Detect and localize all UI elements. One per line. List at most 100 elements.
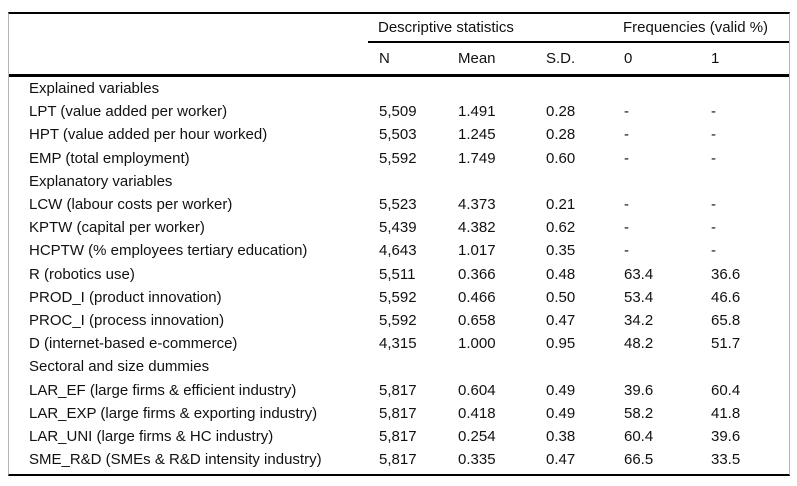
freq0-value: 34.2 (624, 311, 654, 329)
freq1-value: 36.6 (711, 265, 741, 283)
freq1-value: 39.6 (711, 427, 741, 445)
freq0-value: - (624, 196, 629, 214)
n-value: 5,439 (379, 219, 417, 237)
n-value: 5,817 (379, 451, 417, 469)
column-header-freq0: 0 (624, 50, 633, 67)
sd-value: 0.95 (546, 335, 576, 353)
variable-label: LCW (labour costs per worker) (29, 196, 233, 214)
table-row: R (robotics use) 5,511 0.366 0.48 63.4 3… (9, 263, 789, 286)
sd-value: 0.35 (546, 242, 576, 260)
mean-value: 0.658 (458, 311, 496, 329)
sd-value: 0.21 (546, 196, 576, 214)
group-header-descriptive-statistics: Descriptive statistics (378, 19, 514, 36)
mean-value: 1.749 (458, 149, 496, 167)
mean-value: 1.000 (458, 335, 496, 353)
section-header-label: Explained variables (29, 80, 160, 98)
table-row: LAR_UNI (large firms & HC industry) 5,81… (9, 425, 789, 448)
freq1-value: 33.5 (711, 451, 741, 469)
n-value: 5,592 (379, 149, 417, 167)
n-value: 5,503 (379, 126, 417, 144)
section-header-row: Explanatory variables (9, 170, 789, 193)
table-row: PROD_I (product innovation) 5,592 0.466 … (9, 286, 789, 309)
column-header-freq1: 1 (711, 50, 720, 67)
freq1-value: 51.7 (711, 335, 741, 353)
group-header-frequencies: Frequencies (valid %) (623, 19, 769, 36)
freq1-value: - (711, 149, 716, 167)
variable-label: D (internet-based e-commerce) (29, 335, 238, 353)
column-header-row: N Mean S.D. 0 1 (9, 43, 789, 77)
freq1-value: - (711, 219, 716, 237)
mean-value: 0.254 (458, 427, 496, 445)
freq1-value: - (711, 126, 716, 144)
table-body: Explained variables LPT (value added per… (9, 77, 789, 474)
variable-label: KPTW (capital per worker) (29, 219, 205, 237)
n-value: 5,817 (379, 427, 417, 445)
freq0-value: 58.2 (624, 404, 654, 422)
table-row: LPT (value added per worker) 5,509 1.491… (9, 100, 789, 123)
table-row: D (internet-based e-commerce) 4,315 1.00… (9, 332, 789, 355)
variable-label: PROC_I (process innovation) (29, 311, 225, 329)
group-header-spacer (9, 14, 368, 43)
variable-label: EMP (total employment) (29, 149, 190, 167)
freq1-value: - (711, 242, 716, 260)
group-header-row: Descriptive statistics Frequencies (vali… (9, 14, 789, 43)
sd-value: 0.47 (546, 451, 576, 469)
n-value: 5,817 (379, 404, 417, 422)
n-value: 5,509 (379, 103, 417, 121)
mean-value: 1.017 (458, 242, 496, 260)
table-row: HCPTW (% employees tertiary education) 4… (9, 239, 789, 262)
table-row: LAR_EXP (large firms & exporting industr… (9, 402, 789, 425)
variable-label: LAR_EXP (large firms & exporting industr… (29, 404, 318, 422)
column-header-sd: S.D. (546, 50, 576, 67)
mean-value: 1.245 (458, 126, 496, 144)
sd-value: 0.60 (546, 149, 576, 167)
mean-value: 4.373 (458, 196, 496, 214)
section-header-row: Sectoral and size dummies (9, 355, 789, 378)
freq0-value: 48.2 (624, 335, 654, 353)
sd-value: 0.49 (546, 404, 576, 422)
freq0-value: - (624, 149, 629, 167)
variable-label: LAR_EF (large firms & efficient industry… (29, 381, 297, 399)
sd-value: 0.28 (546, 103, 576, 121)
freq1-value: 41.8 (711, 404, 741, 422)
mean-value: 1.491 (458, 103, 496, 121)
freq1-value: 46.6 (711, 288, 741, 306)
column-header-mean: Mean (458, 50, 496, 67)
section-header-row: Explained variables (9, 77, 789, 100)
sd-value: 0.28 (546, 126, 576, 144)
section-header-label: Explanatory variables (29, 172, 173, 190)
sd-value: 0.48 (546, 265, 576, 283)
n-value: 5,511 (379, 265, 416, 283)
section-header-label: Sectoral and size dummies (29, 358, 210, 376)
table-row: LCW (labour costs per worker) 5,523 4.37… (9, 193, 789, 216)
freq0-value: 60.4 (624, 427, 654, 445)
descriptive-statistics-table: Descriptive statistics Frequencies (vali… (8, 12, 790, 477)
n-value: 5,523 (379, 196, 417, 214)
n-value: 5,817 (379, 381, 417, 399)
freq0-value: 53.4 (624, 288, 654, 306)
table-row: HPT (value added per hour worked) 5,503 … (9, 123, 789, 146)
table-row: EMP (total employment) 5,592 1.749 0.60 … (9, 147, 789, 170)
variable-label: LPT (value added per worker) (29, 103, 228, 121)
freq0-value: 39.6 (624, 381, 654, 399)
variable-label: R (robotics use) (29, 265, 135, 283)
table-row: KPTW (capital per worker) 5,439 4.382 0.… (9, 216, 789, 239)
sd-value: 0.38 (546, 427, 576, 445)
sd-value: 0.49 (546, 381, 576, 399)
mean-value: 0.604 (458, 381, 496, 399)
mean-value: 0.466 (458, 288, 496, 306)
table-row: LAR_EF (large firms & efficient industry… (9, 378, 789, 401)
mean-value: 4.382 (458, 219, 496, 237)
column-header-n: N (379, 50, 390, 67)
mean-value: 0.418 (458, 404, 496, 422)
mean-value: 0.335 (458, 451, 496, 469)
variable-label: HPT (value added per hour worked) (29, 126, 268, 144)
freq0-value: - (624, 219, 629, 237)
freq0-value: - (624, 126, 629, 144)
variable-label: SME_R&D (SMEs & R&D intensity industry) (29, 451, 322, 469)
n-value: 4,643 (379, 242, 417, 260)
sd-value: 0.62 (546, 219, 576, 237)
table-row: PROC_I (process innovation) 5,592 0.658 … (9, 309, 789, 332)
freq0-value: 63.4 (624, 265, 654, 283)
